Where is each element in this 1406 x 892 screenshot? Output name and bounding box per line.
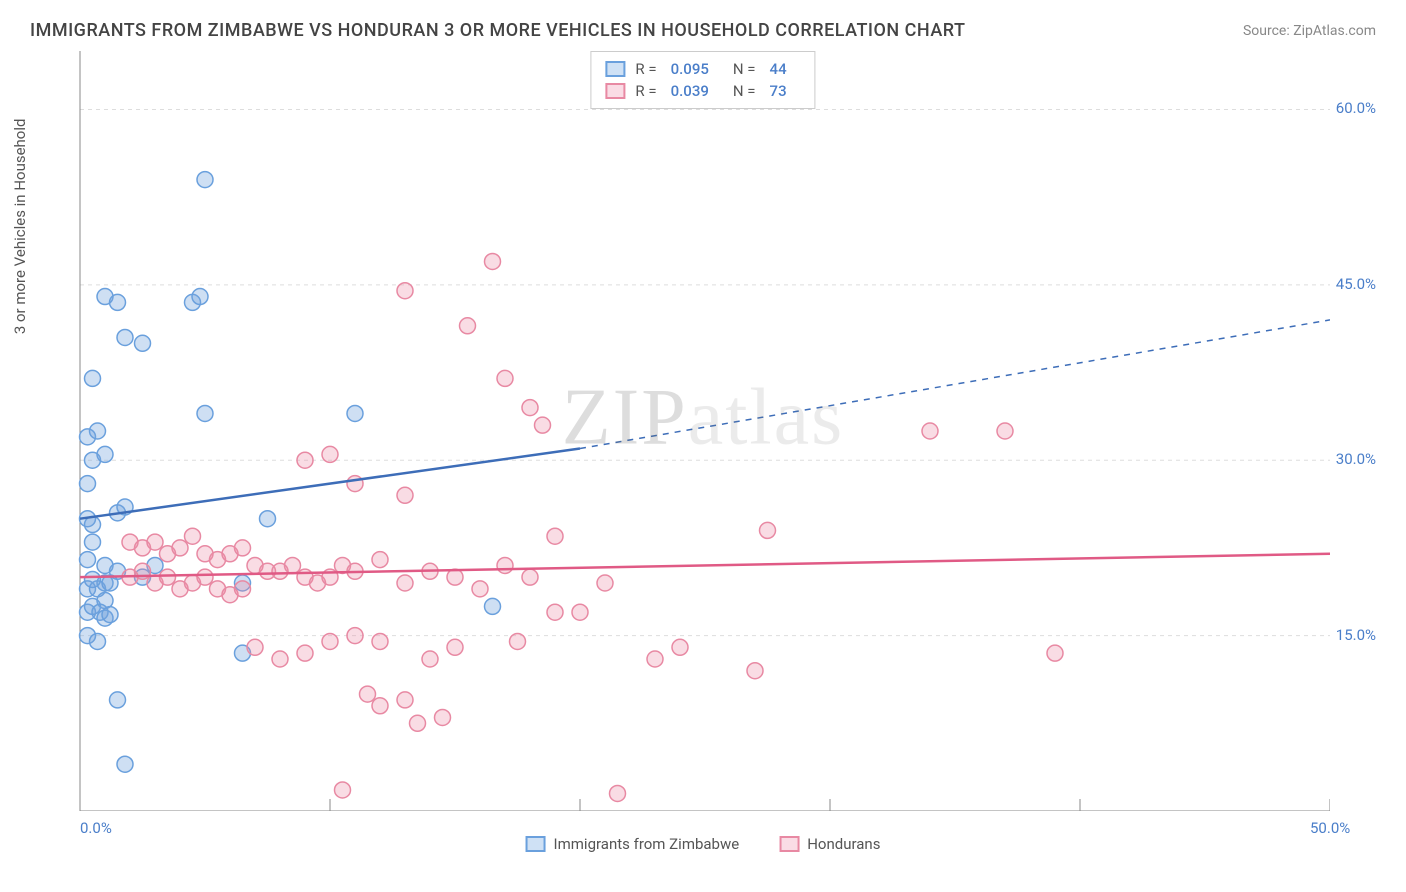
legend-swatch	[779, 836, 799, 852]
x-tick-label: 0.0%	[80, 819, 112, 837]
legend-swatch	[605, 61, 625, 77]
legend-row: R = 0.039N = 73	[605, 80, 800, 102]
series-legend: Immigrants from Zimbabwe Hondurans	[526, 835, 881, 853]
legend-swatch	[526, 836, 546, 852]
x-tick-label: 50.0%	[1310, 819, 1350, 837]
y-tick-label: 45.0%	[1336, 275, 1376, 293]
legend-swatch	[605, 83, 625, 99]
chart-title: IMMIGRANTS FROM ZIMBABWE VS HONDURAN 3 O…	[30, 20, 965, 41]
scatter-chart	[30, 51, 1330, 811]
y-tick-label: 60.0%	[1336, 99, 1376, 117]
series-legend-item: Hondurans	[779, 835, 880, 853]
series-name: Hondurans	[807, 835, 880, 853]
y-axis-label: 3 or more Vehicles in Household	[11, 119, 29, 335]
correlation-legend: R = 0.095N = 44R = 0.039N = 73	[590, 51, 815, 109]
series-legend-item: Immigrants from Zimbabwe	[526, 835, 740, 853]
source-label: Source: ZipAtlas.com	[1243, 23, 1376, 39]
y-tick-label: 15.0%	[1336, 626, 1376, 644]
y-tick-label: 30.0%	[1336, 450, 1376, 468]
series-name: Immigrants from Zimbabwe	[554, 835, 740, 853]
chart-container: 3 or more Vehicles in Household ZIPatlas…	[30, 51, 1376, 815]
legend-row: R = 0.095N = 44	[605, 58, 800, 80]
